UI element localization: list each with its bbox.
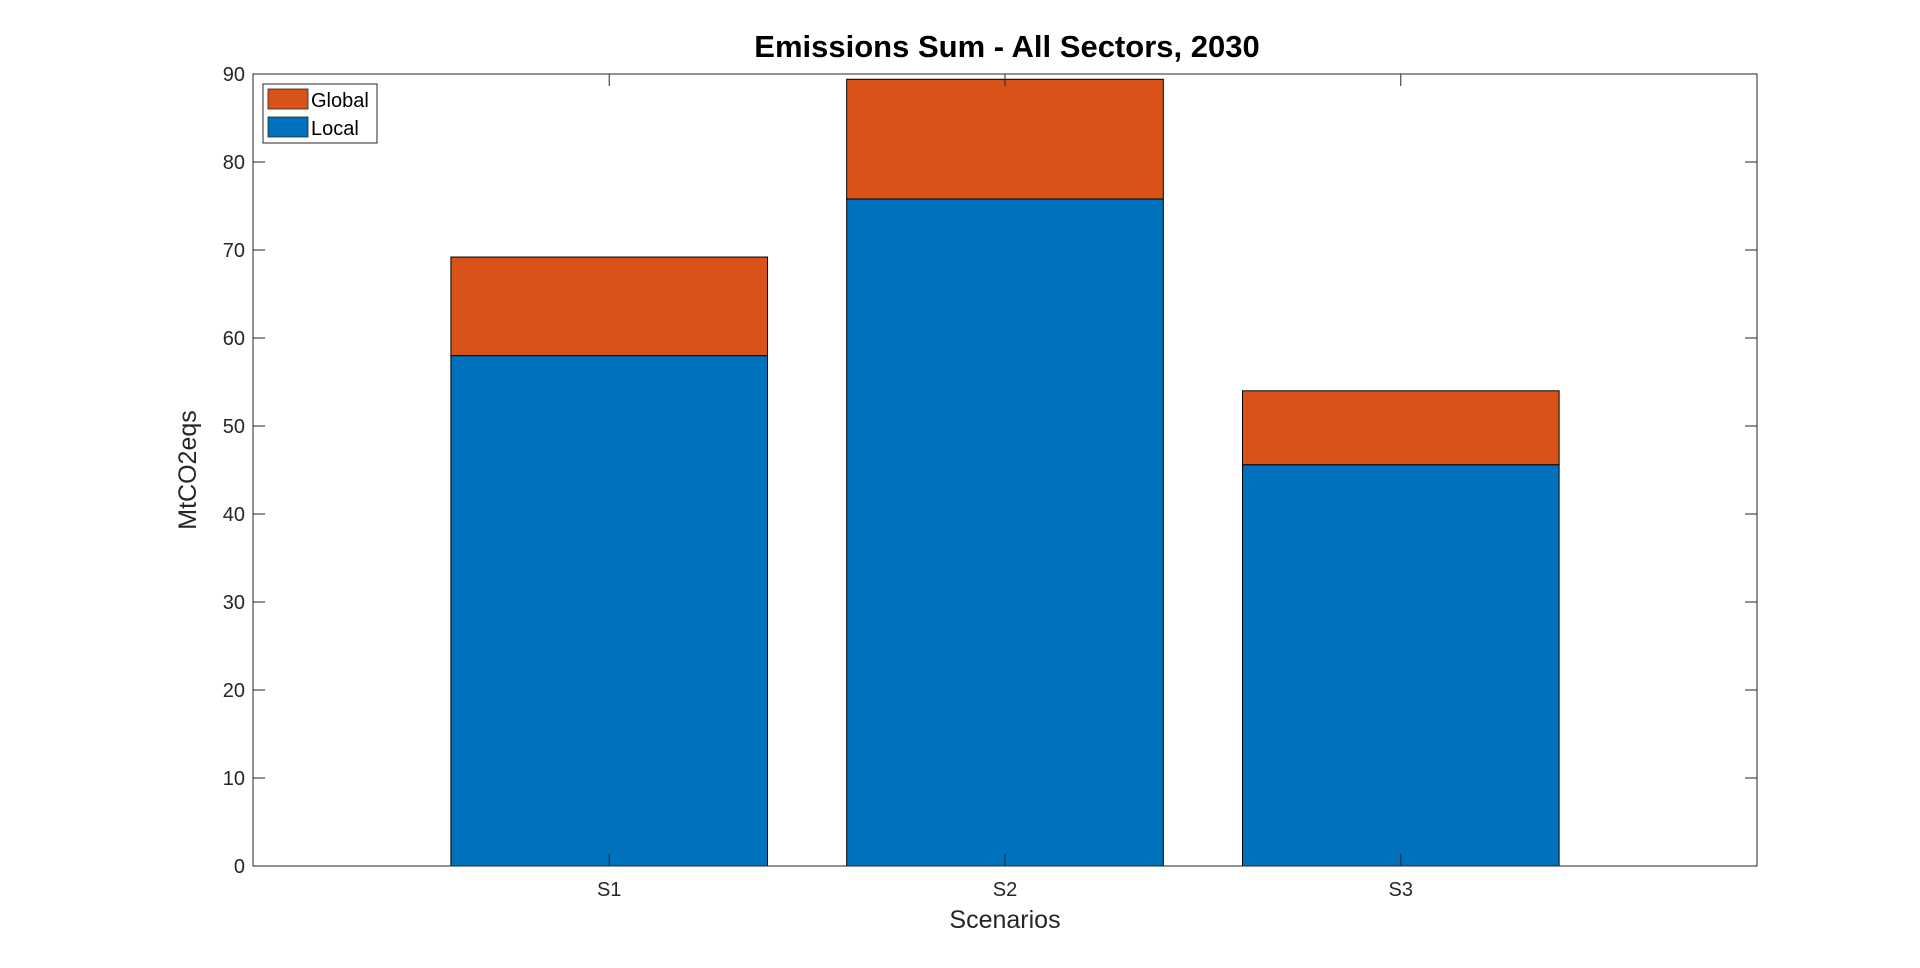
y-tick-label-80: 80 xyxy=(223,152,245,174)
bar-local-s3 xyxy=(1241,464,1560,867)
y-axis-label: MtCO2eqs xyxy=(174,410,202,529)
x-tick-label-s3: S3 xyxy=(1389,879,1413,901)
y-tick-label-20: 20 xyxy=(223,680,245,702)
bar-local-s1 xyxy=(450,355,769,867)
bar-global-s3 xyxy=(1241,390,1560,466)
legend-label-local: Local xyxy=(311,118,359,140)
legend[interactable]: Global Local xyxy=(262,83,378,144)
plot-area: 0 10 20 30 40 50 60 70 80 90 S1 S2 S3 xyxy=(223,64,1758,901)
legend-label-global: Global xyxy=(311,90,369,112)
y-tick-label-10: 10 xyxy=(223,768,245,790)
x-axis-label: Scenarios xyxy=(949,906,1060,934)
bar-local-s2 xyxy=(846,198,1164,867)
bar-global-s1 xyxy=(450,256,769,357)
y-tick-label-0: 0 xyxy=(234,856,245,878)
x-tick-label-s2: S2 xyxy=(993,879,1017,901)
y-tick-label-40: 40 xyxy=(223,504,245,526)
bar-global-s2 xyxy=(846,78,1164,200)
legend-swatch-global xyxy=(267,88,309,110)
y-tick-label-50: 50 xyxy=(223,416,245,438)
y-tick-label-70: 70 xyxy=(223,240,245,262)
x-tick-label-s1: S1 xyxy=(597,879,621,901)
chart-title: Emissions Sum - All Sectors, 2030 xyxy=(754,29,1259,64)
bars-group xyxy=(450,78,1560,867)
y-tick-label-60: 60 xyxy=(223,328,245,350)
y-axis-ticks: 0 10 20 30 40 50 60 70 80 90 xyxy=(223,64,1757,878)
x-axis-ticks: S1 S2 S3 xyxy=(597,74,1413,901)
legend-swatch-local xyxy=(267,116,309,138)
y-tick-label-90: 90 xyxy=(223,64,245,86)
y-tick-label-30: 30 xyxy=(223,592,245,614)
